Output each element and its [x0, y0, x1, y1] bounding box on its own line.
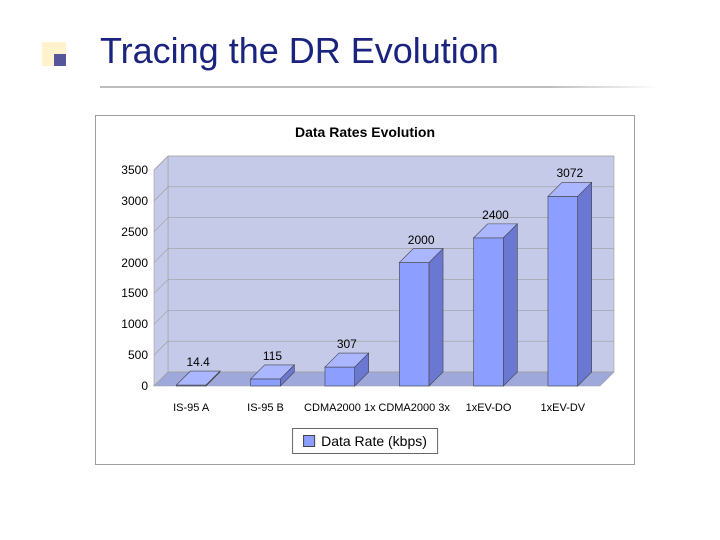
- bar-value-label: 2000: [408, 233, 435, 247]
- y-tick-label: 500: [128, 348, 148, 362]
- y-tick-label: 1500: [121, 286, 148, 300]
- x-tick-label: IS-95 A: [173, 402, 209, 414]
- chart-svg: [154, 156, 614, 396]
- title-divider: [100, 86, 660, 88]
- bar-value-label: 14.4: [186, 355, 209, 369]
- bar-value-label: 307: [337, 337, 357, 351]
- y-tick-label: 2500: [121, 225, 148, 239]
- bar-value-label: 3072: [556, 166, 583, 180]
- x-tick-label: CDMA2000 3x: [378, 402, 450, 414]
- chart-plot-area: 050010001500200025003000350014.4IS-95 A1…: [154, 156, 614, 396]
- bar-value-label: 2400: [482, 208, 509, 222]
- x-tick-label: IS-95 B: [247, 402, 284, 414]
- y-tick-label: 1000: [121, 317, 148, 331]
- x-tick-label: 1xEV-DV: [541, 402, 586, 414]
- chart-container: Data Rates Evolution 0500100015002000250…: [95, 115, 635, 465]
- y-tick-label: 0: [141, 379, 148, 393]
- x-tick-label: CDMA2000 1x: [304, 402, 376, 414]
- legend-label: Data Rate (kbps): [321, 433, 427, 449]
- y-tick-label: 3000: [121, 194, 148, 208]
- x-tick-label: 1xEV-DO: [466, 402, 512, 414]
- bar-value-label: 115: [263, 349, 282, 363]
- slide: Tracing the DR Evolution Data Rates Evol…: [0, 0, 720, 540]
- y-tick-label: 2000: [121, 256, 148, 270]
- legend: Data Rate (kbps): [292, 428, 438, 454]
- chart-title: Data Rates Evolution: [96, 124, 634, 140]
- y-tick-label: 3500: [121, 163, 148, 177]
- accent-square-dark: [54, 54, 66, 66]
- legend-swatch: [303, 435, 315, 447]
- page-title: Tracing the DR Evolution: [100, 30, 499, 72]
